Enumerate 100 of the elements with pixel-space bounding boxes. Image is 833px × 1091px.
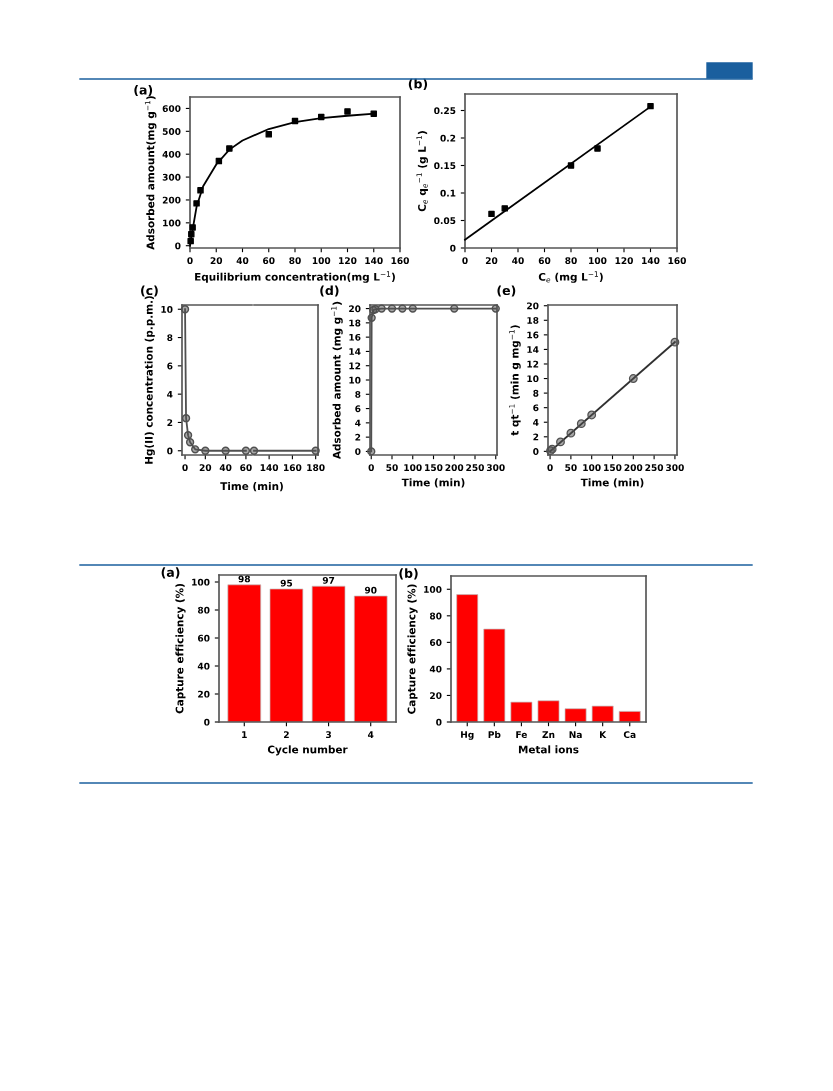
x-tick-label: 1 (242, 731, 247, 738)
y-tick-label: 8 (167, 334, 173, 342)
y-tick-label: 0.1 (440, 189, 456, 197)
point (181, 414, 191, 423)
y-tick-label: 100 (163, 219, 181, 227)
x-tick-label: 0 (547, 464, 553, 472)
y-tick-label: 400 (162, 150, 181, 158)
chart-title: (a) (134, 84, 153, 97)
point (180, 305, 190, 314)
x-tick-label: Zn (542, 731, 555, 738)
y-tick-label: 100 (192, 578, 210, 586)
x-axis-title: Time (min) (220, 482, 283, 492)
x-tick-label: 80 (289, 257, 301, 265)
x-tick-label: 120 (339, 257, 357, 265)
y-tick-label: 0.15 (434, 162, 456, 170)
point (491, 304, 500, 313)
y-tick-label: 14 (527, 346, 539, 353)
y-tick-label: 600 (162, 105, 181, 112)
x-tick-label: Na (569, 731, 582, 739)
y-tick-label: 14 (349, 348, 361, 355)
x-axis-title: Metal ions (518, 745, 579, 754)
x-tick-label: 120 (615, 257, 633, 265)
y-axis-title: C$_{e}$ q$_{e}$$^{−1}$ (g L$^{−1}$) (416, 131, 429, 212)
chart-title: (c) (141, 285, 158, 297)
y-tick-label: 100 (424, 586, 442, 593)
x-axis-title: Equilibrium concentration(mg L$^{−1}$) (195, 271, 395, 283)
bar (564, 708, 587, 722)
y-axis-title: Adsorbed amount (mg g$^{−1}$) (331, 301, 343, 460)
y-tick-label: 4 (167, 391, 173, 398)
y-tick-label: 20 (198, 690, 210, 698)
y-tick-label: 40 (197, 662, 210, 670)
point (450, 304, 459, 313)
y-tick-label: 2 (167, 419, 173, 426)
y-tick-label: 0 (204, 718, 210, 726)
y-tick-label: 12 (349, 362, 361, 370)
y-tick-label: 2 (355, 433, 361, 441)
point (189, 224, 196, 231)
point (377, 304, 386, 313)
x-tick-label: 140 (365, 257, 383, 265)
point (265, 131, 272, 138)
bar (311, 585, 346, 722)
y-tick-label: 18 (527, 317, 539, 324)
point (408, 304, 417, 313)
point (221, 446, 230, 455)
bar (510, 701, 533, 722)
x-tick-label: 140 (260, 464, 279, 472)
point (215, 157, 223, 165)
y-tick-label: 8 (533, 389, 539, 397)
y-tick-label: 0.25 (434, 107, 456, 115)
y-tick-label: 0.2 (440, 134, 456, 142)
x-tick-label: 100 (589, 257, 607, 265)
y-tick-label: 10 (349, 376, 361, 384)
y-tick-label: 8 (355, 391, 361, 398)
point (628, 374, 638, 383)
chart-title: (a) (161, 567, 180, 579)
y-tick-label: 0 (167, 447, 173, 455)
x-tick-label: 40 (219, 464, 232, 472)
x-tick-label: 40 (512, 257, 524, 265)
x-tick-label: 0 (182, 464, 188, 472)
x-axis-title: Time (min) (401, 478, 465, 488)
y-tick-label: 16 (349, 333, 361, 341)
x-tick-label: 250 (645, 464, 664, 472)
y-tick-label: 12 (527, 360, 539, 368)
point (501, 205, 508, 212)
x-tick-label: Pb (488, 731, 501, 739)
x-tick-label: 180 (307, 464, 325, 472)
bar (227, 584, 262, 722)
x-tick-label: 40 (236, 257, 249, 265)
y-tick-label: 0 (175, 242, 181, 250)
x-tick-label: 20 (210, 257, 223, 265)
data-label: 97 (322, 576, 335, 584)
x-tick-label: 80 (565, 257, 577, 265)
x-tick-label: 0 (462, 257, 468, 265)
x-tick-label: 100 (583, 464, 601, 472)
y-tick-label: 10 (527, 375, 539, 383)
point (241, 446, 251, 455)
point (367, 313, 376, 323)
x-tick-label: 60 (263, 257, 275, 265)
chart-title: (d) (320, 285, 339, 297)
x-tick-label: 20 (485, 257, 498, 265)
y-tick-label: 20 (349, 305, 361, 313)
x-tick-label: 4 (367, 731, 374, 738)
point (367, 447, 376, 456)
y-axis-title: Adsorbed amount(mg g$^{−1}$) (144, 96, 157, 250)
data-label: 98 (238, 575, 251, 583)
y-tick-label: 10 (161, 305, 173, 313)
x-tick-label: 100 (312, 257, 331, 265)
bar (618, 711, 641, 722)
point (183, 431, 193, 440)
x-tick-label: 160 (668, 257, 686, 265)
x-tick-label: 60 (538, 257, 551, 265)
bar (591, 705, 614, 722)
x-tick-label: 200 (445, 464, 464, 472)
x-tick-label: 150 (604, 464, 622, 472)
chart-title: (b) (408, 78, 428, 90)
y-tick-label: 6 (355, 405, 361, 413)
y-tick-label: 80 (429, 612, 442, 620)
chart-title: (e) (497, 285, 516, 297)
x-tick-label: 100 (404, 464, 422, 472)
point (191, 445, 200, 454)
